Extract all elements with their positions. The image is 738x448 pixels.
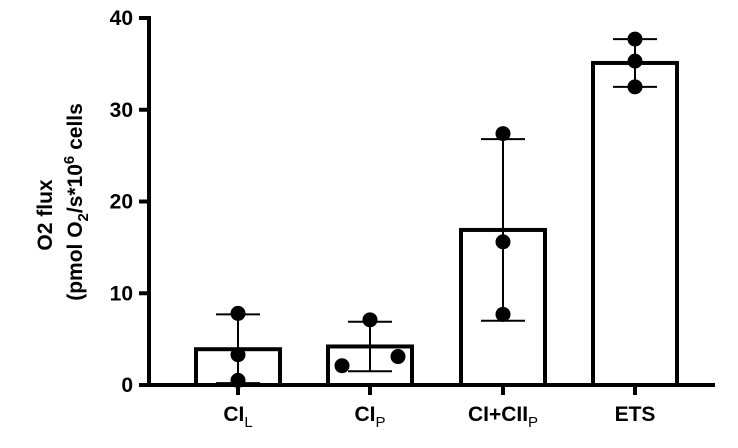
data-point bbox=[230, 347, 246, 363]
data-point bbox=[627, 31, 643, 47]
y-tick-label: 10 bbox=[110, 282, 133, 305]
data-point bbox=[390, 349, 406, 365]
y-tick-label: 0 bbox=[121, 374, 133, 397]
plot-area: 0 10 20 30 40 CIL CIP CI+CIIP ETS bbox=[110, 7, 715, 431]
x-tick-label: CIP bbox=[354, 403, 385, 431]
data-point bbox=[362, 312, 378, 328]
x-tick-label: ETS bbox=[615, 403, 656, 426]
y-axis-title: O2 flux (pmol O2/s*106 cells bbox=[34, 103, 92, 301]
bar bbox=[591, 60, 679, 388]
y-axis-title-pre: (pmol O bbox=[64, 221, 87, 300]
data-point bbox=[495, 306, 511, 322]
y-axis-title-line2: (pmol O2/s*106 cells bbox=[61, 103, 92, 301]
y-axis-title-sub: 2 bbox=[75, 213, 92, 221]
y-axis-title-mid: /s*10 bbox=[64, 164, 87, 213]
data-point bbox=[334, 358, 350, 374]
data-point bbox=[627, 79, 643, 95]
y-axis-title-line1: O2 flux bbox=[34, 179, 57, 251]
y-tick-label: 30 bbox=[110, 99, 133, 122]
y-axis-title-sup: 6 bbox=[61, 156, 78, 164]
y-tick-label: 20 bbox=[110, 191, 133, 214]
x-tick-label: CI+CIIP bbox=[468, 403, 538, 431]
y-axis-title-post: cells bbox=[64, 103, 87, 156]
data-point bbox=[627, 53, 643, 69]
data-point bbox=[495, 234, 511, 250]
data-point bbox=[495, 126, 511, 142]
data-point bbox=[230, 305, 246, 321]
x-tick-label: CIL bbox=[223, 403, 252, 431]
y-tick-label: 40 bbox=[110, 7, 133, 30]
